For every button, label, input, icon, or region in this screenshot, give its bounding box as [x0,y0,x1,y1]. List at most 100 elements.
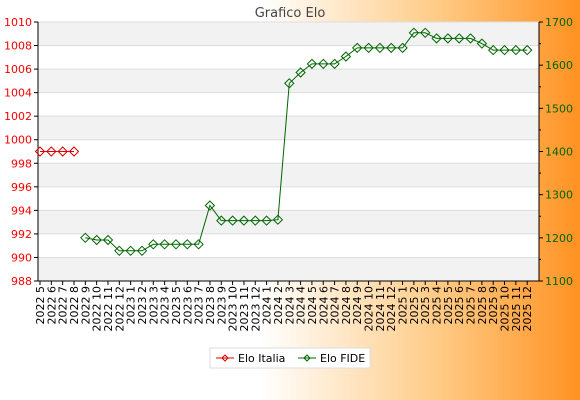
y-left-tick-label: 1008 [4,40,32,53]
x-tick-label: 2023 3 [147,286,160,325]
x-tick-label: 2024 12 [385,286,398,332]
x-tick-label: 2023 2 [136,286,149,325]
y-right-tick-label: 1600 [545,59,573,72]
x-tick-label: 2023 5 [170,286,183,325]
data-point-elo-fide [385,42,397,54]
data-point-elo-fide [272,214,284,225]
x-tick-label: 2024 11 [374,286,387,332]
x-tick-label: 2022 7 [57,286,70,325]
y-left-tick-label: 990 [11,251,32,264]
data-point-elo-fide [351,42,363,54]
y-right-tick-label: 1200 [545,232,573,245]
x-tick-label: 2025 7 [465,286,478,325]
x-tick-label: 2025 3 [419,286,432,325]
x-tick-label: 2024 5 [306,286,319,325]
x-tick-label: 2023 4 [159,286,172,325]
x-tick-label: 2025 12 [521,286,534,332]
x-tick-label: 2025 5 [442,286,455,325]
data-point-elo-fide [487,44,499,56]
y-left-tick-label: 1000 [4,134,32,147]
data-point-elo-fide [148,239,159,250]
y-right-tick-label: 1100 [545,275,573,288]
y-left-tick-label: 996 [11,181,32,194]
grid-band [38,257,539,281]
data-point-elo-fide [80,232,91,244]
x-tick-label: 2025 10 [499,286,512,332]
x-tick-label: 2022 10 [91,286,104,332]
data-point-elo-fide [114,245,125,257]
y-right-tick-label: 1300 [545,189,573,202]
x-tick-label: 2022 9 [79,286,92,325]
data-point-elo-fide [170,239,182,250]
x-tick-label: 2022 11 [102,286,115,332]
data-point-elo-fide [159,239,170,250]
x-tick-label: 2024 10 [363,286,376,332]
y-left-tick-label: 1002 [4,110,32,123]
legend-marker-elo-italia [221,354,229,362]
x-tick-label: 2024 3 [283,286,296,325]
data-point-elo-fide [216,215,227,226]
y-left-tick-label: 992 [11,228,32,241]
x-tick-label: 2025 9 [487,286,500,325]
data-point-elo-fide [182,239,193,250]
data-point-elo-italia [34,146,46,157]
y-right-tick-label: 1500 [545,102,573,115]
data-point-elo-fide [465,33,476,44]
data-point-elo-italia [46,146,57,157]
data-point-elo-fide [91,234,102,246]
y-right-tick-label: 1400 [545,146,573,159]
legend-marker-elo-fide [303,354,311,362]
data-point-elo-fide [136,245,148,257]
y-left-tick-label: 1010 [4,16,32,29]
x-tick-label: 2024 4 [295,286,308,325]
y-left-tick-label: 998 [11,157,32,170]
data-point-elo-fide [295,67,306,78]
x-tick-label: 2024 1 [261,286,274,325]
legend: Elo Italia Elo FIDE [209,347,371,369]
grid-band [38,22,539,46]
data-point-elo-fide [318,58,329,70]
data-point-elo-fide [340,51,352,62]
y-left-tick-label: 994 [11,204,32,217]
data-point-elo-fide [510,44,522,56]
legend-box [209,347,371,369]
grid-band [38,210,539,234]
x-tick-label: 2025 6 [453,286,466,325]
series-line-elo-fide [85,32,528,252]
x-tick-label: 2025 8 [476,286,489,325]
legend-label-elo-fide: Elo FIDE [320,352,365,365]
x-tick-label: 2023 6 [181,286,194,325]
x-tick-label: 2024 7 [329,286,342,325]
data-point-elo-fide [374,42,386,54]
x-tick-label: 2022 12 [113,286,126,332]
data-point-elo-fide [442,33,454,44]
data-point-elo-fide [238,215,250,226]
data-point-elo-fide [363,42,374,54]
data-point-elo-fide [306,58,318,70]
grid-band [38,116,539,140]
data-point-elo-fide [284,78,295,89]
data-point-elo-fide [419,27,431,39]
x-tick-label: 2024 2 [272,286,285,325]
data-point-elo-fide [204,200,216,211]
y-left-tick-label: 988 [11,275,32,288]
data-point-elo-fide [431,33,442,44]
data-point-elo-fide [453,33,465,44]
x-tick-label: 2022 5 [34,286,47,325]
x-tick-label: 2025 2 [408,286,421,325]
data-point-elo-fide [227,215,238,226]
x-tick-label: 2025 1 [397,286,410,325]
x-tick-label: 2024 9 [351,286,364,325]
x-tick-label: 2023 8 [204,286,217,325]
data-point-elo-fide [125,245,136,257]
y-right-tick-label: 1700 [545,16,573,29]
data-point-elo-italia [68,146,80,157]
data-point-elo-fide [521,44,533,56]
x-tick-label: 2022 8 [68,286,81,325]
data-point-elo-fide [102,234,114,246]
grid-band [38,69,539,93]
data-point-elo-fide [397,42,408,54]
x-tick-label: 2023 11 [238,286,251,332]
